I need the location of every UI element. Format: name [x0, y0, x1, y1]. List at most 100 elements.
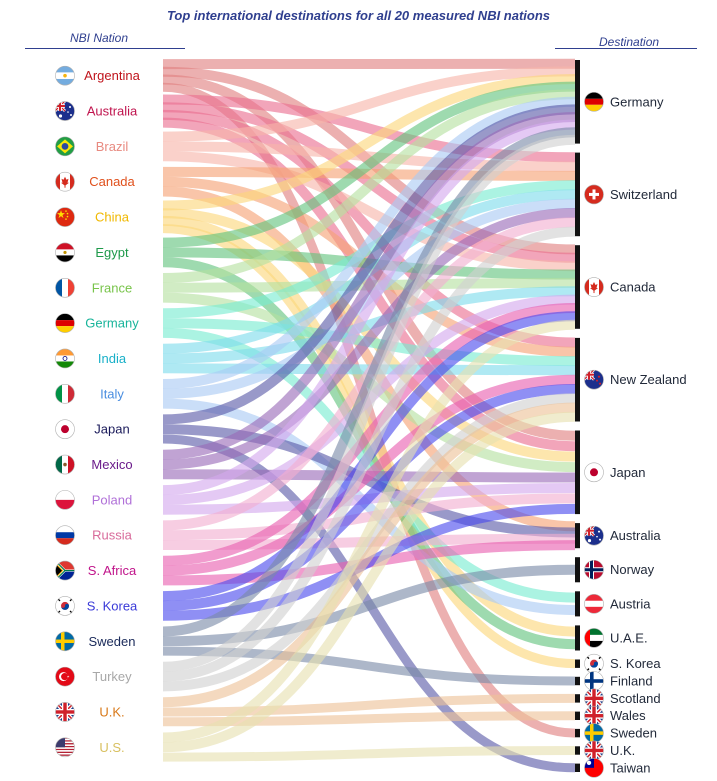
- flow-u-s-to-u-k: [162, 746, 576, 762]
- flow-france-to-germany: [162, 89, 576, 283]
- flag-icon-canada: [55, 171, 75, 192]
- source-label-u-k: U.K.: [99, 705, 124, 720]
- flag-icon-turkey: [55, 666, 75, 687]
- dest-bar-scotland: [575, 694, 580, 703]
- nbi-nation-header: NBI Nation: [70, 31, 129, 45]
- source-label-sweden: Sweden: [89, 634, 136, 649]
- flow-egypt-to-germany: [162, 81, 576, 248]
- flow-italy-to-austria: [162, 398, 576, 616]
- dest-label-australia: Australia: [610, 528, 661, 543]
- flow-mexico-to-switzerland: [162, 208, 576, 470]
- source-label-australia: Australia: [87, 104, 138, 119]
- flag-icon-india: [55, 348, 75, 369]
- source-label-u-s: U.S.: [99, 740, 124, 755]
- flag-icon-argentina: [55, 65, 75, 86]
- flow-s-korea-to-new-zealand: [162, 384, 576, 611]
- source-label-japan: Japan: [94, 422, 129, 437]
- flag-icon-u-s: [55, 737, 75, 758]
- flag-icon-brazil: [55, 136, 75, 157]
- left-header-rule: [25, 48, 185, 49]
- source-label-china: China: [95, 210, 130, 225]
- flag-icon-china: [55, 207, 75, 227]
- flag-icon-egypt: [55, 242, 75, 263]
- flow-turkey-to-switzerland: [162, 226, 576, 682]
- dest-bar-wales: [575, 711, 580, 720]
- flow-u-s-to-canada: [162, 319, 576, 743]
- dest-bar-japan: [575, 430, 580, 515]
- flow-italy-to-germany: [162, 96, 576, 389]
- flow-china-to-germany: [162, 74, 576, 211]
- dest-bar-switzerland: [575, 152, 580, 237]
- dest-label-austria: Austria: [610, 596, 651, 611]
- flag-icon-dest-australia: [584, 525, 604, 546]
- flow-china-to-u-a-e: [162, 215, 576, 637]
- source-label-india: India: [98, 351, 127, 366]
- flow-turkey-to-new-zealand: [162, 393, 576, 692]
- dest-label-scotland: Scotland: [610, 691, 661, 706]
- source-label-brazil: Brazil: [96, 139, 129, 154]
- flow-mexico-to-germany: [162, 112, 576, 460]
- flag-icon-dest-scotland: [584, 688, 604, 709]
- dest-bar-u-a-e: [575, 625, 580, 651]
- flow-s-africa-to-new-zealand: [162, 374, 576, 576]
- source-label-germany: Germany: [85, 316, 139, 331]
- flow-s-africa-to-canada: [162, 303, 576, 566]
- flow-india-to-canada: [162, 286, 576, 364]
- flag-icon-russia: [55, 525, 75, 546]
- dest-label-s-korea: S. Korea: [610, 656, 661, 671]
- dest-bar-taiwan: [575, 763, 580, 772]
- flow-russia-to-japan: [162, 493, 576, 541]
- flag-icon-dest-norway: [584, 559, 604, 580]
- flag-icon-dest-canada: [584, 277, 604, 297]
- dest-label-u-a-e: U.A.E.: [610, 630, 648, 645]
- dest-label-finland: Finland: [610, 674, 653, 689]
- dest-bar-u-k: [575, 746, 580, 755]
- flow-u-k-to-new-zealand: [162, 402, 576, 708]
- dest-label-u-k: U.K.: [610, 743, 635, 758]
- dest-bar-s-korea: [575, 659, 580, 668]
- flag-icon-s-africa: [55, 560, 75, 581]
- flag-icon-dest-s-korea: [584, 653, 604, 674]
- source-label-egypt: Egypt: [95, 245, 129, 260]
- right-header-rule: [555, 48, 697, 49]
- dest-bar-sweden: [575, 728, 580, 738]
- dest-label-canada: Canada: [610, 280, 656, 295]
- flag-icon-dest-u-a-e: [584, 628, 604, 648]
- dest-label-sweden: Sweden: [610, 726, 657, 741]
- flag-icon-dest-taiwan: [584, 758, 604, 778]
- source-label-italy: Italy: [100, 386, 124, 401]
- flow-canada-to-switzerland: [162, 166, 576, 181]
- dest-label-wales: Wales: [610, 708, 646, 723]
- flag-icon-dest-germany: [584, 92, 604, 112]
- flag-icon-italy: [55, 384, 75, 404]
- flag-icon-dest-wales: [584, 705, 604, 726]
- flag-icon-poland: [55, 490, 75, 510]
- source-label-canada: Canada: [89, 174, 135, 189]
- dest-bar-austria: [575, 591, 580, 617]
- dest-label-germany: Germany: [610, 94, 664, 109]
- dest-label-new-zealand: New Zealand: [610, 372, 687, 387]
- flag-icon-s-korea: [55, 596, 75, 616]
- flow-u-s-to-new-zealand: [162, 411, 576, 753]
- dest-label-switzerland: Switzerland: [610, 187, 677, 202]
- source-label-russia: Russia: [92, 528, 133, 543]
- source-label-poland: Poland: [92, 492, 132, 507]
- flow-canada-to-australia: [162, 186, 576, 532]
- flag-icon-australia: [55, 101, 75, 121]
- flag-icon-dest-u-k: [584, 740, 604, 761]
- flag-icon-dest-japan: [584, 462, 604, 483]
- dest-bar-finland: [575, 676, 580, 686]
- flag-icon-japan: [55, 419, 75, 439]
- dest-bar-germany: [575, 60, 580, 144]
- destination-header: Destination: [599, 35, 660, 49]
- source-label-s-korea: S. Korea: [87, 598, 138, 613]
- flow-turkey-to-germany: [162, 134, 576, 672]
- source-label-france: France: [92, 280, 132, 295]
- source-label-turkey: Turkey: [92, 669, 132, 684]
- flag-icon-mexico: [55, 454, 75, 475]
- source-label-argentina: Argentina: [84, 68, 140, 83]
- dest-bar-new-zealand: [575, 337, 580, 422]
- flag-icon-dest-new-zealand: [584, 369, 604, 390]
- chart-title: Top international destinations for all 2…: [166, 8, 551, 23]
- flag-icon-sweden: [55, 631, 75, 652]
